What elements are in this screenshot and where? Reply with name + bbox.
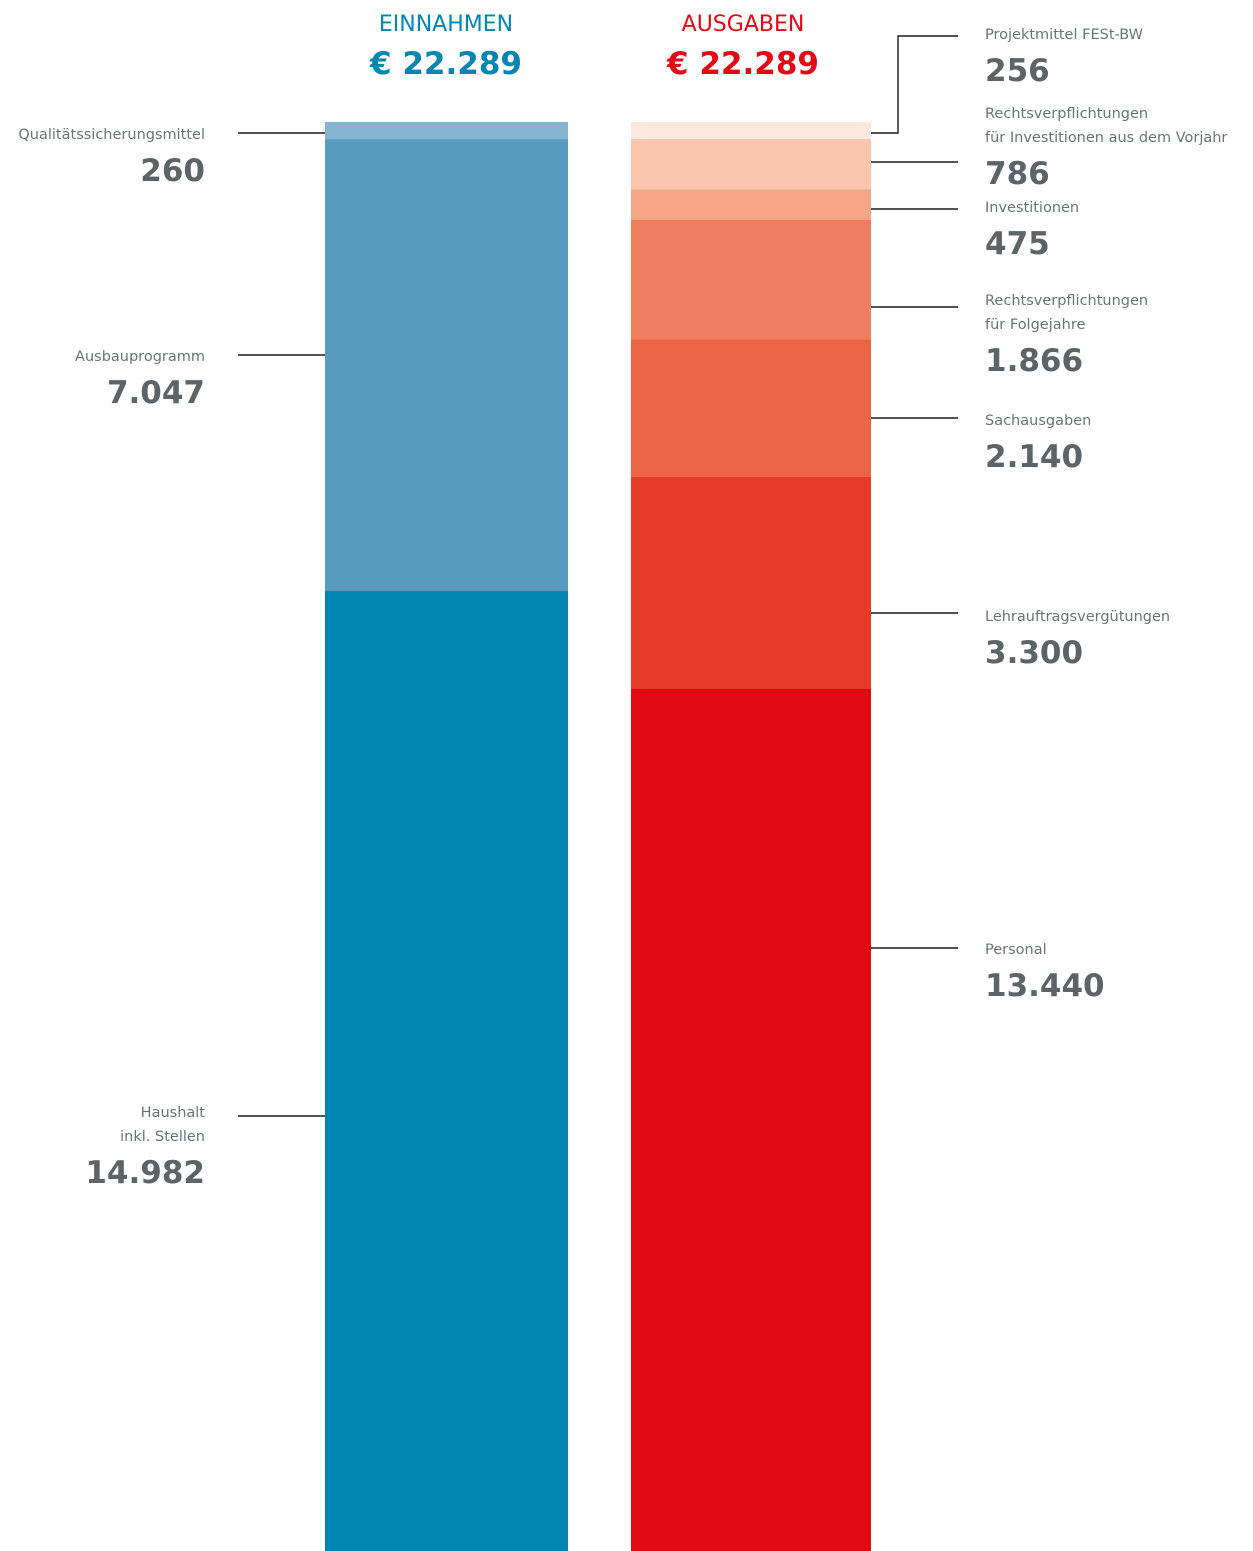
expense-annotations: Personal 13.440 Lehrauftragsvergütungen 3.3… xyxy=(871,27,1227,1004)
bar-segment-qualitaetssicherungsmittel xyxy=(325,122,568,140)
income-total: € 22.289 xyxy=(369,46,522,82)
segment-label-projektmittel-fest-bw: Projektmittel FESt-BW xyxy=(985,27,1143,43)
segment-value-rechtsverpflichtungen-fuer-folgejahre: 1.866 xyxy=(985,343,1083,379)
segment-label-rechtsverpflichtungen-fuer-investitionen-aus-dem-vorjahr: Rechtsverpflichtungen xyxy=(985,106,1148,122)
expense-title: AUSGABEN xyxy=(682,12,805,37)
segment-label-rechtsverpflichtungen-fuer-folgejahre: für Folgejahre xyxy=(985,317,1085,333)
segment-label-investitionen: Investitionen xyxy=(985,200,1079,216)
income-column: EINNAHMEN € 22.289 Haushalt inkl. Stellen… xyxy=(18,12,568,1551)
segment-label-haushalt-inkl-stellen: inkl. Stellen xyxy=(120,1129,205,1145)
segment-value-lehrauftragsverguetungen: 3.300 xyxy=(985,635,1083,671)
segment-value-personal: 13.440 xyxy=(985,968,1105,1004)
income-bar-stack xyxy=(325,122,568,1551)
bar-segment-rechtsverpflichtungen-fuer-folgejahre xyxy=(631,219,871,340)
segment-value-investitionen: 475 xyxy=(985,226,1050,262)
income-title: EINNAHMEN xyxy=(379,12,513,37)
segment-value-ausbauprogramm: 7.047 xyxy=(107,375,205,411)
bar-segment-rechtsverpflichtungen-fuer-investitionen-aus-dem-vorjahr xyxy=(631,138,871,190)
income-annotations: Haushalt inkl. Stellen 14.982 Ausbauprogram… xyxy=(18,127,325,1191)
bar-segment-investitionen xyxy=(631,188,871,220)
segment-label-personal: Personal xyxy=(985,942,1047,958)
segment-value-haushalt-inkl-stellen: 14.982 xyxy=(85,1155,205,1191)
expense-total: € 22.289 xyxy=(666,46,819,82)
segment-value-sachausgaben: 2.140 xyxy=(985,439,1083,475)
bar-segment-sachausgaben xyxy=(631,339,871,478)
segment-label-qualitaetssicherungsmittel: Qualitätssicherungsmittel xyxy=(18,127,205,143)
segment-label-rechtsverpflichtungen-fuer-folgejahre: Rechtsverpflichtungen xyxy=(985,293,1148,309)
expense-column: AUSGABEN € 22.289 Personal 13.440 Lehrauft… xyxy=(631,12,1227,1551)
leader-line-projektmittel-fest-bw xyxy=(871,35,958,134)
bar-segment-personal xyxy=(631,688,871,1551)
segment-value-qualitaetssicherungsmittel: 260 xyxy=(140,153,205,189)
segment-label-haushalt-inkl-stellen: Haushalt xyxy=(141,1105,206,1121)
segment-label-ausbauprogramm: Ausbauprogramm xyxy=(75,349,205,365)
segment-label-rechtsverpflichtungen-fuer-investitionen-aus-dem-vorjahr: für Investitionen aus dem Vorjahr xyxy=(985,130,1227,146)
bar-segment-projektmittel-fest-bw xyxy=(631,122,871,140)
bar-segment-lehrauftragsverguetungen xyxy=(631,476,871,689)
segment-label-lehrauftragsverguetungen: Lehrauftragsvergütungen xyxy=(985,609,1170,625)
expense-bar-stack xyxy=(631,122,871,1551)
segment-value-projektmittel-fest-bw: 256 xyxy=(985,53,1050,89)
segment-value-rechtsverpflichtungen-fuer-investitionen-aus-dem-vorjahr: 786 xyxy=(985,156,1050,192)
segment-label-sachausgaben: Sachausgaben xyxy=(985,413,1091,429)
bar-segment-haushalt-inkl-stellen xyxy=(325,590,568,1551)
bar-segment-ausbauprogramm xyxy=(325,138,568,592)
